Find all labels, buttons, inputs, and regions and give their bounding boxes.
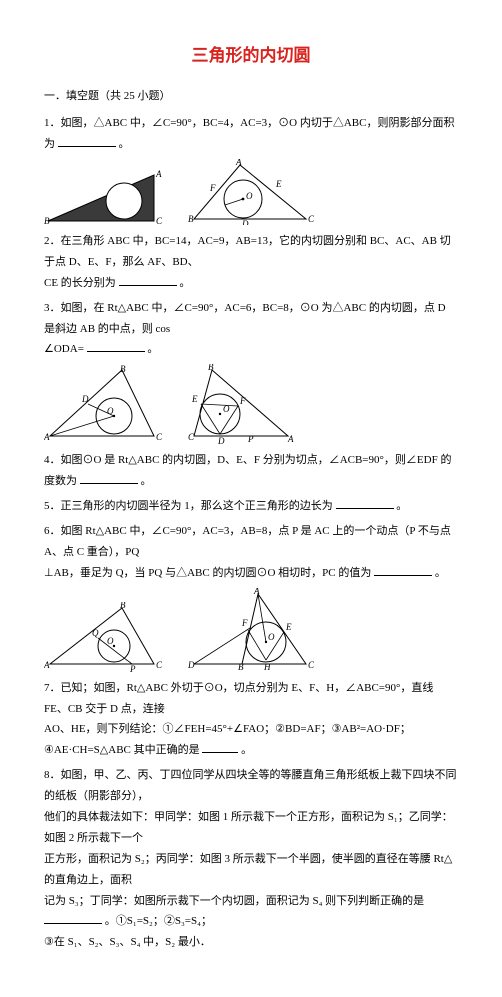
q1-end: 。	[119, 138, 130, 150]
svg-text:O: O	[246, 191, 253, 201]
question-5: 5．正三角形的内切圆半径为 1，那么这个正三角形的边长为 。	[44, 496, 458, 517]
q3-blank	[87, 339, 145, 352]
q6-text-b: ⊥AB，垂足为 Q，当 PQ 与△ABC 的内切圆⊙O 相切时，PC 的值为	[44, 567, 371, 579]
q2-text-b: CE 的长分别为	[44, 277, 116, 289]
svg-text:B: B	[208, 364, 214, 372]
svg-text:B: B	[120, 602, 126, 610]
svg-text:F: F	[239, 396, 246, 406]
svg-text:C: C	[308, 214, 314, 224]
svg-text:C: C	[156, 216, 163, 225]
svg-text:E: E	[285, 622, 292, 632]
svg-text:A: A	[253, 588, 260, 596]
q3-text-a: 3．如图，在 Rt△ABC 中，∠C=90°，AC=6，BC=8，⊙O 为△AB…	[44, 302, 446, 335]
svg-text:C: C	[156, 432, 163, 442]
q7-end: 。	[241, 744, 252, 756]
q8-text-b: 他们的具体裁法如下：甲同学：如图 1 所示裁下一个正方形，面积记为 S₁；乙同学…	[44, 811, 453, 844]
svg-text:P: P	[247, 434, 254, 444]
svg-text:A: A	[235, 159, 242, 167]
svg-text:C: C	[308, 660, 315, 670]
question-4: 4．如图⊙O 是 Rt△ABC 的内切圆，D、E、F 分别为切点，∠ACB=90…	[44, 450, 458, 492]
svg-text:H: H	[263, 662, 271, 672]
figure-q2: O B C A D F E	[188, 159, 314, 225]
question-8: 8．如图，甲、乙、丙、丁四位同学从四块全等的等腰直角三角形纸板上裁下四块不同的纸…	[44, 765, 458, 953]
svg-text:D: D	[217, 436, 225, 444]
svg-text:O: O	[107, 636, 114, 646]
svg-text:A: A	[44, 432, 50, 442]
q8-text-e: 。①S₁=S₂；②S₃=S₄；	[105, 915, 212, 927]
question-6: 6．如图 Rt△ABC 中，∠C=90°，AC=3，AB=8，点 P 是 AC …	[44, 521, 458, 584]
q6-end: 。	[435, 567, 446, 579]
svg-text:B: B	[120, 364, 126, 374]
q4-blank	[80, 471, 138, 484]
svg-text:C: C	[156, 660, 163, 670]
figure-q1: B C A	[44, 169, 164, 225]
q4-end: 。	[141, 475, 152, 487]
section-heading: 一．填空题（共 25 小题）	[44, 86, 458, 107]
q3-end: 。	[147, 343, 158, 355]
svg-text:B: B	[44, 216, 50, 225]
figure-row-1: B C A O B C A D F E	[44, 159, 458, 225]
figure-row-2: O A C B D O C A B D F E P	[44, 364, 458, 444]
q5-text: 5．正三角形的内切圆半径为 1，那么这个正三角形的边长为	[44, 500, 333, 512]
figure-row-3: O A C B Q P O D B C A F E H	[44, 588, 458, 672]
q5-blank	[336, 496, 394, 509]
question-2: 2．在三角形 ABC 中，BC=14，AC=9，AB=13，它的内切圆分别和 B…	[44, 231, 458, 294]
svg-text:F: F	[209, 183, 216, 193]
figure-q4: O C A B D F E P	[188, 364, 298, 444]
q2-blank	[119, 273, 177, 286]
q6-blank	[374, 563, 432, 576]
svg-text:D: D	[81, 394, 89, 404]
svg-text:D: D	[188, 660, 195, 670]
svg-text:C: C	[188, 432, 195, 442]
q8-text-a: 8．如图，甲、乙、丙、丁四位同学从四块全等的等腰直角三角形纸板上裁下四块不同的纸…	[44, 769, 457, 802]
q8-text-f: ③在 S₁、S₂、S₃、S₄ 中，S₂ 最小．	[44, 936, 211, 948]
question-7: 7．已知；如图，Rt△ABC 外切于⊙O，切点分别为 E、F、H，∠ABC=90…	[44, 678, 458, 762]
svg-text:E: E	[191, 394, 198, 404]
q1-blank	[58, 134, 116, 147]
svg-text:B: B	[188, 214, 194, 224]
q8-blank	[44, 911, 102, 924]
svg-text:E: E	[275, 179, 282, 189]
figure-q6: O A C B Q P	[44, 602, 164, 672]
q2-text-a: 2．在三角形 ABC 中，BC=14，AC=9，AB=13，它的内切圆分别和 B…	[44, 235, 451, 268]
figure-q3: O A C B D	[44, 364, 164, 444]
svg-text:A: A	[287, 434, 294, 444]
svg-text:D: D	[241, 219, 249, 225]
svg-text:A: A	[155, 169, 162, 179]
svg-text:P: P	[129, 664, 136, 672]
svg-text:A: A	[44, 660, 50, 670]
svg-text:O: O	[268, 632, 275, 642]
question-3: 3．如图，在 Rt△ABC 中，∠C=90°，AC=6，BC=8，⊙O 为△AB…	[44, 298, 458, 361]
q7-blank	[202, 740, 238, 753]
q6-text-a: 6．如图 Rt△ABC 中，∠C=90°，AC=3，AB=8，点 P 是 AC …	[44, 525, 451, 558]
q8-text-d: 记为 S₃；丁同学：如图所示裁下一个内切圆，面积记为 S₄ 则下列判断正确的是	[44, 895, 424, 907]
q2-end: 。	[179, 277, 190, 289]
figure-q7: O D B C A F E H	[188, 588, 318, 672]
svg-text:F: F	[241, 618, 248, 628]
page-title: 三角形的内切圆	[44, 40, 458, 72]
svg-text:B: B	[238, 662, 244, 672]
q3-text-b: ∠ODA=	[44, 343, 84, 355]
q7-text-a: 7．已知；如图，Rt△ABC 外切于⊙O，切点分别为 E、F、H，∠ABC=90…	[44, 682, 433, 715]
svg-text:Q: Q	[92, 628, 99, 638]
q8-text-c: 正方形，面积记为 S₂；丙同学：如图 3 所示裁下一个半圆，使半圆的直径在等腰 …	[44, 853, 452, 886]
q5-end: 。	[396, 500, 407, 512]
question-1: 1．如图，△ABC 中，∠C=90°，BC=4，AC=3，⊙O 内切于△ABC，…	[44, 113, 458, 155]
